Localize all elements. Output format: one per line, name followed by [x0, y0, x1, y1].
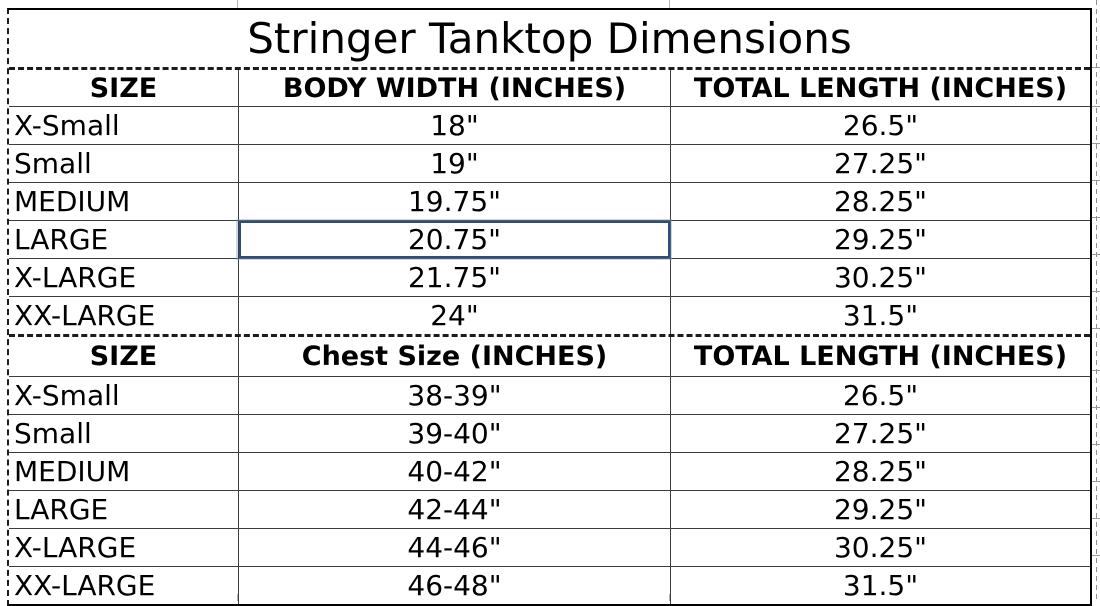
table-row: X-Small 38-39" 26.5" — [9, 376, 1090, 414]
gridline-stub — [237, 594, 238, 601]
cell-size[interactable]: X-LARGE — [14, 261, 137, 294]
table-row: XX-LARGE 46-48" 31.5" — [9, 566, 1090, 604]
gridline-stub — [1092, 518, 1100, 519]
cell-size[interactable]: LARGE — [14, 223, 109, 256]
cell-chest-size[interactable]: 42-44" — [238, 491, 670, 528]
header-body-width[interactable]: BODY WIDTH (INCHES) — [238, 70, 670, 106]
table-title-row: Stringer Tanktop Dimensions — [9, 10, 1090, 67]
table-row: LARGE 20.75" 29.25" — [9, 220, 1090, 258]
table-row: X-LARGE 21.75" 30.25" — [9, 258, 1090, 296]
header-size[interactable]: SIZE — [89, 72, 158, 104]
table-row: X-Small 18" 26.5" — [9, 106, 1090, 144]
cell-size[interactable]: MEDIUM — [14, 185, 131, 218]
cell-body-width[interactable]: 19.75" — [238, 183, 670, 220]
cell-size[interactable]: X-Small — [14, 379, 120, 412]
table-row: LARGE 42-44" 29.25" — [9, 490, 1090, 528]
cell-body-width[interactable]: 24" — [238, 297, 670, 334]
gridline-stub — [669, 594, 670, 601]
gridline-stub — [1092, 555, 1100, 556]
cell-size[interactable]: Small — [14, 147, 92, 180]
cell-total-length[interactable]: 30.25" — [670, 259, 1090, 296]
gridline-stub — [237, 0, 238, 8]
gridline-stub — [1092, 481, 1100, 482]
cell-total-length[interactable]: 26.5" — [670, 377, 1090, 414]
cell-total-length[interactable]: 29.25" — [670, 491, 1090, 528]
header-size[interactable]: SIZE — [89, 341, 158, 372]
table-row: Small 19" 27.25" — [9, 144, 1090, 182]
cell-chest-size[interactable]: 38-39" — [238, 377, 670, 414]
gridline-stub — [1092, 444, 1100, 445]
gridline-stub — [1092, 143, 1100, 144]
cell-size[interactable]: MEDIUM — [14, 455, 131, 488]
dimensions-table: Stringer Tanktop Dimensions SIZE BODY WI… — [7, 8, 1092, 606]
gridline-stub — [1092, 254, 1100, 255]
gridline-stub — [1092, 67, 1100, 68]
cell-size[interactable]: X-LARGE — [14, 531, 137, 564]
cell-total-length[interactable]: 30.25" — [670, 529, 1090, 566]
cell-body-width[interactable]: 18" — [238, 107, 670, 144]
table-row: MEDIUM 40-42" 28.25" — [9, 452, 1090, 490]
cell-chest-size[interactable]: 46-48" — [238, 567, 670, 604]
gridline-stub — [1092, 106, 1100, 107]
header-chest-size[interactable]: Chest Size (INCHES) — [238, 337, 670, 376]
table-row: Small 39-40" 27.25" — [9, 414, 1090, 452]
cell-size[interactable]: Small — [14, 417, 92, 450]
cell-total-length[interactable]: 27.25" — [670, 415, 1090, 452]
gridline-stub — [669, 0, 670, 8]
gridline-stub — [1092, 180, 1100, 181]
cell-total-length[interactable]: 31.5" — [670, 567, 1090, 604]
cell-total-length[interactable]: 28.25" — [670, 453, 1090, 490]
cell-total-length[interactable]: 28.25" — [670, 183, 1090, 220]
cell-chest-size[interactable]: 39-40" — [238, 415, 670, 452]
section1-header-row: SIZE BODY WIDTH (INCHES) TOTAL LENGTH (I… — [9, 67, 1090, 106]
gridline-stub — [1092, 291, 1100, 292]
cell-total-length[interactable]: 29.25" — [670, 221, 1090, 258]
cell-chest-size[interactable]: 40-42" — [238, 453, 670, 490]
cell-size[interactable]: LARGE — [14, 493, 109, 526]
cell-total-length[interactable]: 26.5" — [670, 107, 1090, 144]
section2-header-row: SIZE Chest Size (INCHES) TOTAL LENGTH (I… — [9, 334, 1090, 376]
gridline-stub — [1092, 217, 1100, 218]
table-row: XX-LARGE 24" 31.5" — [9, 296, 1090, 334]
table-row: MEDIUM 19.75" 28.25" — [9, 182, 1090, 220]
cell-total-length[interactable]: 27.25" — [670, 145, 1090, 182]
cell-size[interactable]: XX-LARGE — [14, 299, 156, 332]
gridline-stub — [1092, 407, 1100, 408]
selected-cell[interactable]: 20.75" — [238, 221, 670, 258]
cell-size[interactable]: X-Small — [14, 109, 120, 142]
gridline-stub — [1092, 370, 1100, 371]
cell-body-width[interactable]: 21.75" — [238, 259, 670, 296]
page-break-dashed-line — [1096, 0, 1097, 601]
cell-total-length[interactable]: 31.5" — [670, 297, 1090, 334]
header-total-length[interactable]: TOTAL LENGTH (INCHES) — [670, 337, 1090, 376]
table-row: X-LARGE 44-46" 30.25" — [9, 528, 1090, 566]
cell-body-width[interactable]: 19" — [238, 145, 670, 182]
gridline-stub — [1092, 328, 1100, 329]
cell-size[interactable]: XX-LARGE — [14, 569, 156, 602]
page-title: Stringer Tanktop Dimensions — [247, 14, 852, 63]
cell-chest-size[interactable]: 44-46" — [238, 529, 670, 566]
header-total-length[interactable]: TOTAL LENGTH (INCHES) — [670, 70, 1090, 106]
